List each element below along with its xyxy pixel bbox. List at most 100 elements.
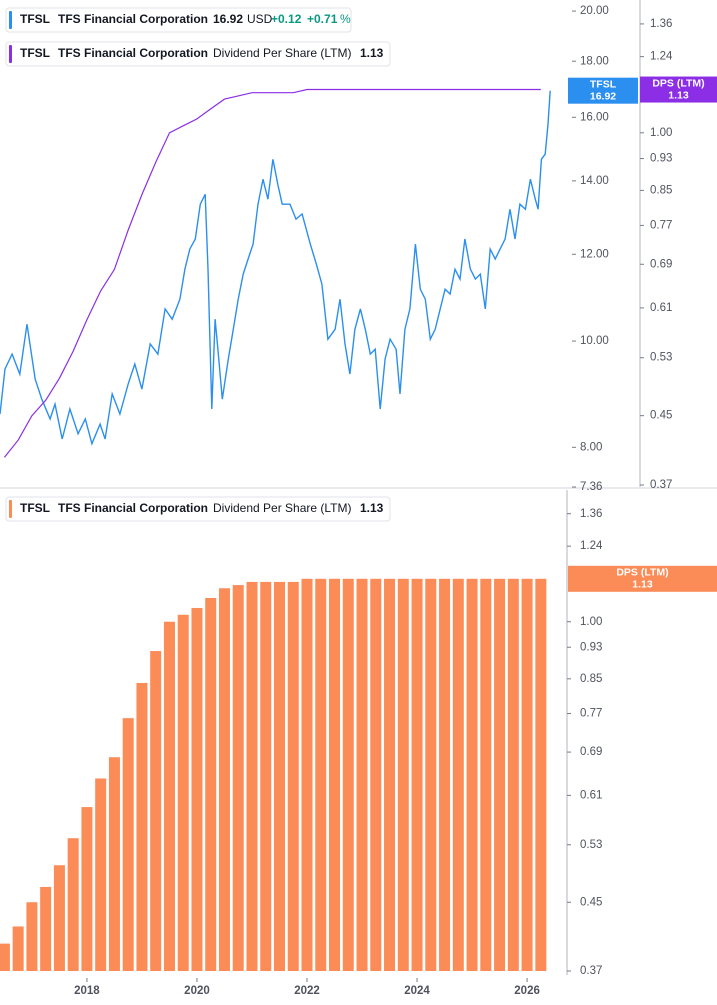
y-tick-label: 0.53 (580, 839, 602, 851)
legend-series-name: Dividend Per Share (LTM) (213, 46, 352, 60)
legend-value: 1.13 (360, 501, 384, 515)
x-tick-label: 2024 (404, 985, 430, 997)
dps-tag-name: DPS (LTM) (616, 567, 668, 579)
price-tag-value: 16.92 (590, 90, 616, 102)
legend-price: 16.92 (213, 12, 243, 26)
bar (95, 778, 107, 971)
dps-tag (568, 565, 717, 592)
bar (452, 578, 464, 971)
dps-tag-value: 1.13 (668, 89, 689, 101)
y2-tick-label: 0.93 (650, 153, 672, 165)
legend-company: TFS Financial Corporation (58, 501, 208, 515)
y2-tick-label: 0.77 (650, 219, 672, 231)
y2-tick-label: 0.85 (650, 184, 672, 196)
dps-tag-name: DPS (LTM) (652, 77, 704, 89)
bar (507, 578, 519, 971)
legend-marker (9, 11, 12, 29)
legend-marker (9, 45, 12, 63)
legend-box (5, 7, 352, 33)
x-tick-label: 2018 (74, 985, 100, 997)
y2-tick-label: 0.37 (650, 479, 672, 491)
y2-tick-label: 0.69 (650, 258, 672, 270)
bar (260, 581, 272, 971)
bar (356, 578, 368, 971)
bar (67, 838, 79, 971)
y2-tick-label: 0.61 (650, 302, 672, 314)
dps-tag-value: 1.13 (632, 579, 653, 591)
y-tick-label: 14.00 (580, 175, 609, 187)
legend-box (5, 496, 391, 522)
y-tick-label: 0.85 (580, 673, 602, 685)
bar (287, 581, 299, 971)
y-tick-label: 0.61 (580, 789, 602, 801)
legend-change: +0.12 (271, 12, 302, 26)
bar (329, 578, 341, 971)
y-tick-label: 1.00 (580, 616, 602, 628)
y-tick-label: 1.24 (580, 540, 603, 552)
bar (205, 597, 217, 971)
x-tick-label: 2026 (514, 985, 540, 997)
series-line (0, 90, 551, 446)
y2-tick-label: 1.00 (650, 127, 672, 139)
bar (301, 578, 313, 971)
bar (122, 718, 134, 971)
bar (494, 578, 506, 971)
y-tick-label: 8.00 (580, 441, 602, 453)
bar (535, 578, 547, 971)
price-tag (568, 77, 638, 104)
bar (191, 607, 203, 971)
bar (150, 651, 162, 971)
bar (439, 578, 451, 971)
dps-tag (640, 76, 717, 103)
bar (480, 578, 492, 971)
legend-value: 1.13 (360, 46, 384, 60)
legend-company: TFS Financial Corporation (58, 46, 208, 60)
bar (53, 865, 65, 971)
bar (273, 581, 285, 971)
bar (521, 578, 533, 971)
bar (26, 902, 38, 971)
price-tag-name: TFSL (590, 78, 617, 90)
y-tick-label: 1.36 (580, 508, 602, 520)
x-tick-label: 2020 (184, 985, 210, 997)
bar (466, 578, 478, 971)
bar (246, 581, 258, 971)
legend-ticker: TFSL (20, 46, 50, 60)
bar (411, 578, 423, 971)
y-tick-label: 12.00 (580, 248, 609, 260)
y2-tick-label: 0.45 (650, 410, 672, 422)
bar (40, 886, 52, 971)
bar (397, 578, 409, 971)
legend-currency: USD (247, 12, 273, 26)
legend-ticker: TFSL (20, 501, 50, 515)
bar (370, 578, 382, 971)
legend-change-pct: +0.71 (307, 12, 338, 26)
legend-company: TFS Financial Corporation (58, 12, 208, 26)
y-tick-label: 0.45 (580, 896, 602, 908)
bar (163, 621, 175, 971)
bar (425, 578, 437, 971)
series-line (3, 88, 541, 458)
bar (315, 578, 327, 971)
legend-box (5, 41, 391, 67)
bar (232, 585, 244, 971)
bar (108, 757, 120, 971)
bar (384, 578, 396, 971)
y2-tick-label: 0.53 (650, 352, 672, 364)
bar (218, 588, 230, 971)
legend-change-unit: % (340, 12, 351, 26)
y-tick-label: 0.69 (580, 746, 602, 758)
legend-series-name: Dividend Per Share (LTM) (213, 501, 352, 515)
legend-marker (9, 500, 12, 518)
x-tick-label: 2022 (294, 985, 320, 997)
y-tick-label: 0.93 (580, 641, 602, 653)
bar (0, 943, 10, 971)
bar (12, 926, 24, 971)
y-tick-label: 7.36 (580, 481, 602, 493)
y-tick-label: 20.00 (580, 5, 609, 17)
bar (136, 682, 148, 971)
y-tick-label: 16.00 (580, 111, 609, 123)
y2-tick-label: 1.36 (650, 18, 672, 30)
